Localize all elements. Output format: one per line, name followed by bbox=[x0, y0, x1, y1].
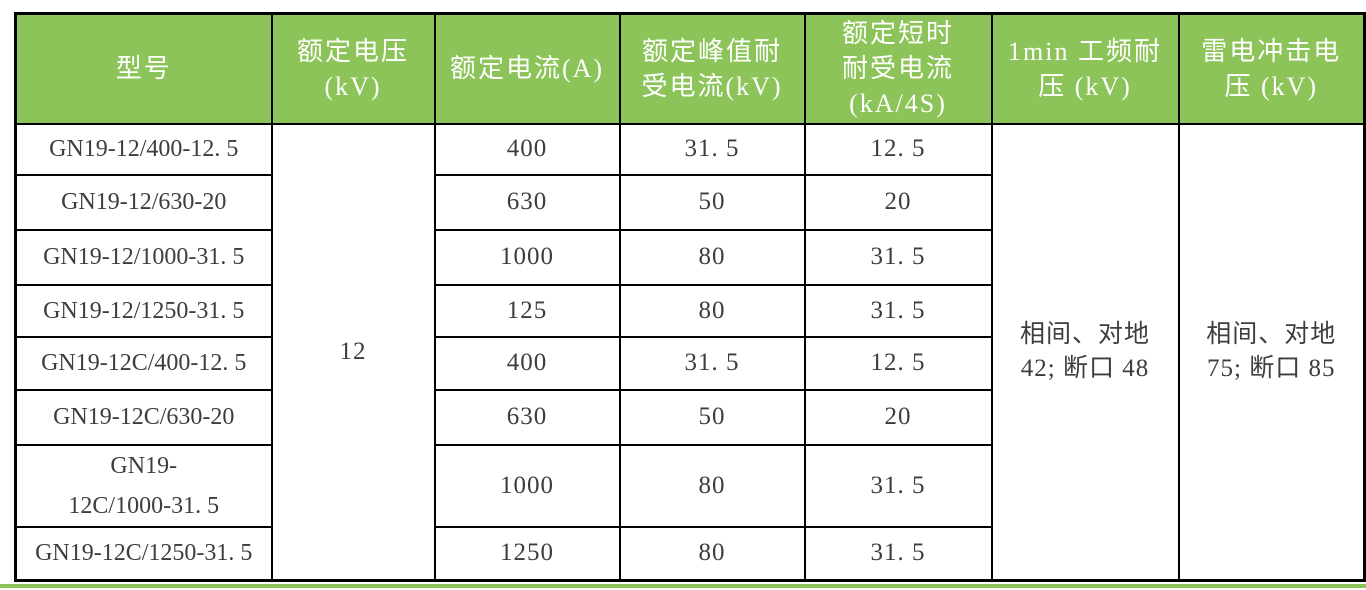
header-rated-current: 额定电流(A) bbox=[433, 12, 621, 125]
header-lightning-impulse: 雷电冲击电 压 (kV) bbox=[1177, 12, 1366, 125]
cell-rated-current: 125 bbox=[433, 283, 621, 338]
cell-rated-current: 630 bbox=[433, 173, 621, 231]
cell-model: GN19- 12C/1000-31. 5 bbox=[14, 443, 273, 528]
header-peak-withstand-current: 额定峰值耐 受电流(kV) bbox=[618, 12, 806, 125]
bottom-green-rule bbox=[0, 584, 1366, 588]
table-row: GN19-12C/400-12. 5 400 31. 5 12. 5 bbox=[14, 335, 1365, 391]
cell-short-time-current: 31. 5 bbox=[803, 443, 993, 528]
cell-rated-current: 1250 bbox=[433, 525, 621, 582]
cell-model: GN19-12/400-12. 5 bbox=[14, 122, 273, 176]
table-row: GN19-12C/630-20 630 50 20 bbox=[14, 388, 1365, 446]
table-row: GN19- 12C/1000-31. 5 1000 80 31. 5 bbox=[14, 443, 1365, 528]
cell-short-time-current: 12. 5 bbox=[803, 335, 993, 391]
switch-spec-table: 型号 额定电压 (kV) 额定电流(A) 额定峰值耐 受电流(kV) 额定短时 … bbox=[14, 12, 1366, 582]
cell-rated-voltage-merged: 12 bbox=[270, 122, 436, 582]
cell-peak-withstand-current: 31. 5 bbox=[618, 335, 806, 391]
header-model: 型号 bbox=[14, 12, 273, 125]
cell-power-frequency-merged: 相间、对地 42; 断口 48 bbox=[990, 122, 1180, 582]
cell-rated-current: 1000 bbox=[433, 228, 621, 286]
cell-peak-withstand-current: 50 bbox=[618, 173, 806, 231]
cell-short-time-current: 20 bbox=[803, 173, 993, 231]
cell-rated-current: 1000 bbox=[433, 443, 621, 528]
cell-rated-current: 400 bbox=[433, 122, 621, 176]
cell-model: GN19-12/630-20 bbox=[14, 173, 273, 231]
header-power-frequency-withstand: 1min 工频耐 压 (kV) bbox=[990, 12, 1180, 125]
header-row: 型号 额定电压 (kV) 额定电流(A) 额定峰值耐 受电流(kV) 额定短时 … bbox=[14, 12, 1366, 125]
cell-peak-withstand-current: 80 bbox=[618, 443, 806, 528]
cell-model: GN19-12C/400-12. 5 bbox=[14, 335, 273, 391]
cell-peak-withstand-current: 80 bbox=[618, 228, 806, 286]
cell-model: GN19-12C/1250-31. 5 bbox=[14, 525, 273, 582]
cell-model: GN19-12C/630-20 bbox=[14, 388, 273, 446]
cell-short-time-current: 31. 5 bbox=[803, 283, 993, 338]
cell-peak-withstand-current: 31. 5 bbox=[618, 122, 806, 176]
cell-model: GN19-12/1000-31. 5 bbox=[14, 228, 273, 286]
cell-short-time-current: 12. 5 bbox=[803, 122, 993, 176]
cell-rated-current: 400 bbox=[433, 335, 621, 391]
table-row: GN19-12/400-12. 5 12 400 31. 5 12. 5 相间、… bbox=[14, 122, 1366, 582]
table-row: GN19-12/1250-31. 5 125 80 31. 5 bbox=[14, 283, 1365, 338]
table-row: GN19-12/1000-31. 5 1000 80 31. 5 bbox=[14, 228, 1365, 286]
cell-short-time-current: 31. 5 bbox=[803, 228, 993, 286]
table-row: GN19-12/630-20 630 50 20 bbox=[14, 173, 1365, 231]
cell-peak-withstand-current: 80 bbox=[618, 283, 806, 338]
header-short-time-current: 额定短时 耐受电流 (kA/4S) bbox=[803, 12, 993, 125]
cell-short-time-current: 31. 5 bbox=[803, 525, 993, 582]
cell-peak-withstand-current: 50 bbox=[618, 388, 806, 446]
header-rated-voltage: 额定电压 (kV) bbox=[270, 12, 436, 125]
cell-model: GN19-12/1250-31. 5 bbox=[14, 283, 273, 338]
cell-rated-current: 630 bbox=[433, 388, 621, 446]
cell-short-time-current: 20 bbox=[803, 388, 993, 446]
table-row: GN19-12C/1250-31. 5 1250 80 31. 5 bbox=[14, 525, 1365, 582]
cell-lightning-impulse-merged: 相间、对地 75; 断口 85 bbox=[1177, 122, 1366, 582]
cell-peak-withstand-current: 80 bbox=[618, 525, 806, 582]
